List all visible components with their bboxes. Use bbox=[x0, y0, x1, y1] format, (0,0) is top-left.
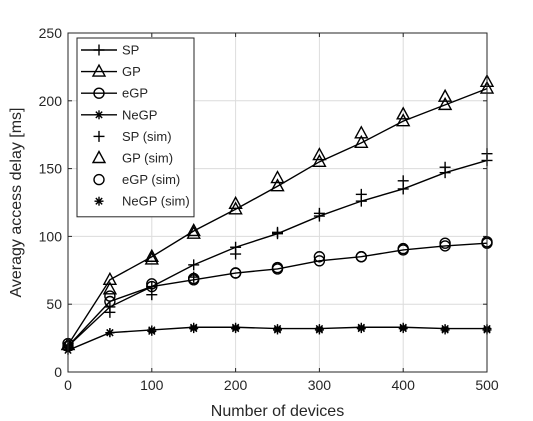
legend: SP GP eGP NeGP SP (sim) GP (sim) eGP (sim) NeGP… bbox=[76, 37, 195, 218]
data-point bbox=[440, 325, 450, 335]
data-point bbox=[105, 328, 115, 338]
data-point bbox=[314, 325, 324, 335]
data-point bbox=[397, 242, 409, 255]
data-point bbox=[313, 251, 326, 263]
data-point bbox=[147, 326, 157, 336]
data-point bbox=[144, 251, 159, 265]
ticks: 0 100 200 300 400 500 0 50 100 150 200 250 bbox=[39, 25, 499, 393]
legend-label: SP bbox=[122, 43, 139, 58]
legend-marker bbox=[93, 44, 105, 56]
series-gp bbox=[60, 80, 495, 351]
data-point bbox=[354, 134, 369, 149]
legend-box bbox=[76, 37, 195, 218]
data-point bbox=[397, 175, 409, 187]
y-tick-label: 100 bbox=[39, 228, 63, 244]
x-tick-label: 200 bbox=[224, 377, 248, 393]
data-point bbox=[146, 278, 158, 290]
y-tick-label: 150 bbox=[39, 161, 63, 177]
data-point bbox=[273, 325, 282, 335]
legend-marker bbox=[94, 110, 104, 120]
data-point bbox=[188, 259, 200, 271]
data-point bbox=[146, 289, 158, 301]
data-point bbox=[102, 271, 118, 285]
x-tick-label: 500 bbox=[475, 377, 499, 393]
x-axis-label: Number of devices bbox=[211, 403, 344, 420]
data-point bbox=[439, 161, 451, 173]
y-tick-label: 250 bbox=[39, 25, 63, 41]
legend-label: NeGP bbox=[122, 107, 157, 122]
data-point bbox=[104, 306, 116, 318]
legend-marker bbox=[91, 63, 107, 77]
data-point bbox=[102, 281, 118, 295]
data-point bbox=[398, 324, 408, 334]
x-tick-label: 400 bbox=[392, 377, 416, 393]
legend-label: SP (sim) bbox=[122, 129, 172, 144]
data-point bbox=[189, 324, 199, 334]
legend-marker bbox=[93, 87, 105, 99]
legend-marker bbox=[93, 130, 105, 142]
x-tick-label: 300 bbox=[308, 377, 332, 393]
series-negp-sim bbox=[63, 324, 492, 353]
data-point bbox=[354, 125, 369, 139]
legend-marker bbox=[93, 173, 105, 186]
data-point bbox=[186, 225, 201, 239]
data-point bbox=[231, 324, 241, 334]
legend-item: SP (sim) bbox=[93, 129, 172, 144]
data-point bbox=[437, 96, 453, 111]
legend-item: NeGP (sim) bbox=[94, 194, 190, 209]
data-point bbox=[312, 153, 327, 168]
data-point bbox=[439, 237, 451, 249]
data-point bbox=[228, 195, 243, 210]
data-point bbox=[313, 207, 325, 219]
legend-label: eGP (sim) bbox=[122, 172, 180, 187]
legend-label: eGP bbox=[122, 86, 148, 101]
data-point bbox=[270, 178, 285, 192]
x-tick-label: 0 bbox=[64, 377, 72, 393]
legend-item: eGP (sim) bbox=[93, 172, 180, 187]
legend-label: GP bbox=[122, 64, 141, 79]
data-point bbox=[355, 188, 367, 200]
legend-item: NeGP bbox=[81, 107, 157, 122]
data-point bbox=[270, 170, 285, 184]
legend-item: GP bbox=[81, 63, 141, 79]
x-tick-label: 100 bbox=[140, 377, 164, 393]
data-point bbox=[437, 88, 453, 102]
data-point bbox=[355, 251, 367, 263]
series-line bbox=[67, 87, 488, 346]
data-point bbox=[396, 106, 411, 120]
data-point bbox=[272, 226, 283, 238]
legend-item: eGP bbox=[81, 86, 148, 101]
data-point bbox=[229, 267, 242, 279]
y-tick-label: 50 bbox=[46, 296, 62, 312]
data-point bbox=[356, 324, 366, 334]
data-point bbox=[271, 261, 284, 274]
legend-item: GP (sim) bbox=[91, 150, 173, 166]
data-point bbox=[230, 248, 242, 260]
data-point bbox=[104, 295, 116, 308]
legend-item: SP bbox=[81, 43, 139, 58]
series-line bbox=[67, 242, 488, 347]
data-point bbox=[396, 113, 411, 127]
data-point bbox=[144, 248, 159, 262]
data-point bbox=[312, 147, 327, 161]
legend-label: GP (sim) bbox=[122, 151, 173, 166]
axes-frame bbox=[67, 32, 488, 373]
series-egp-sim bbox=[62, 236, 493, 350]
legend-marker bbox=[94, 196, 104, 206]
legend-label: NeGP (sim) bbox=[122, 194, 190, 209]
series-gp-sim bbox=[60, 73, 495, 351]
data-point bbox=[187, 272, 200, 285]
y-axis-label: Averagy access delay [ms] bbox=[8, 107, 25, 297]
data-point bbox=[104, 290, 116, 302]
y-tick-label: 200 bbox=[39, 93, 63, 109]
legend-marker bbox=[91, 150, 107, 164]
data-point bbox=[313, 255, 326, 267]
data-point bbox=[186, 223, 201, 237]
y-tick-label: 0 bbox=[54, 364, 62, 380]
